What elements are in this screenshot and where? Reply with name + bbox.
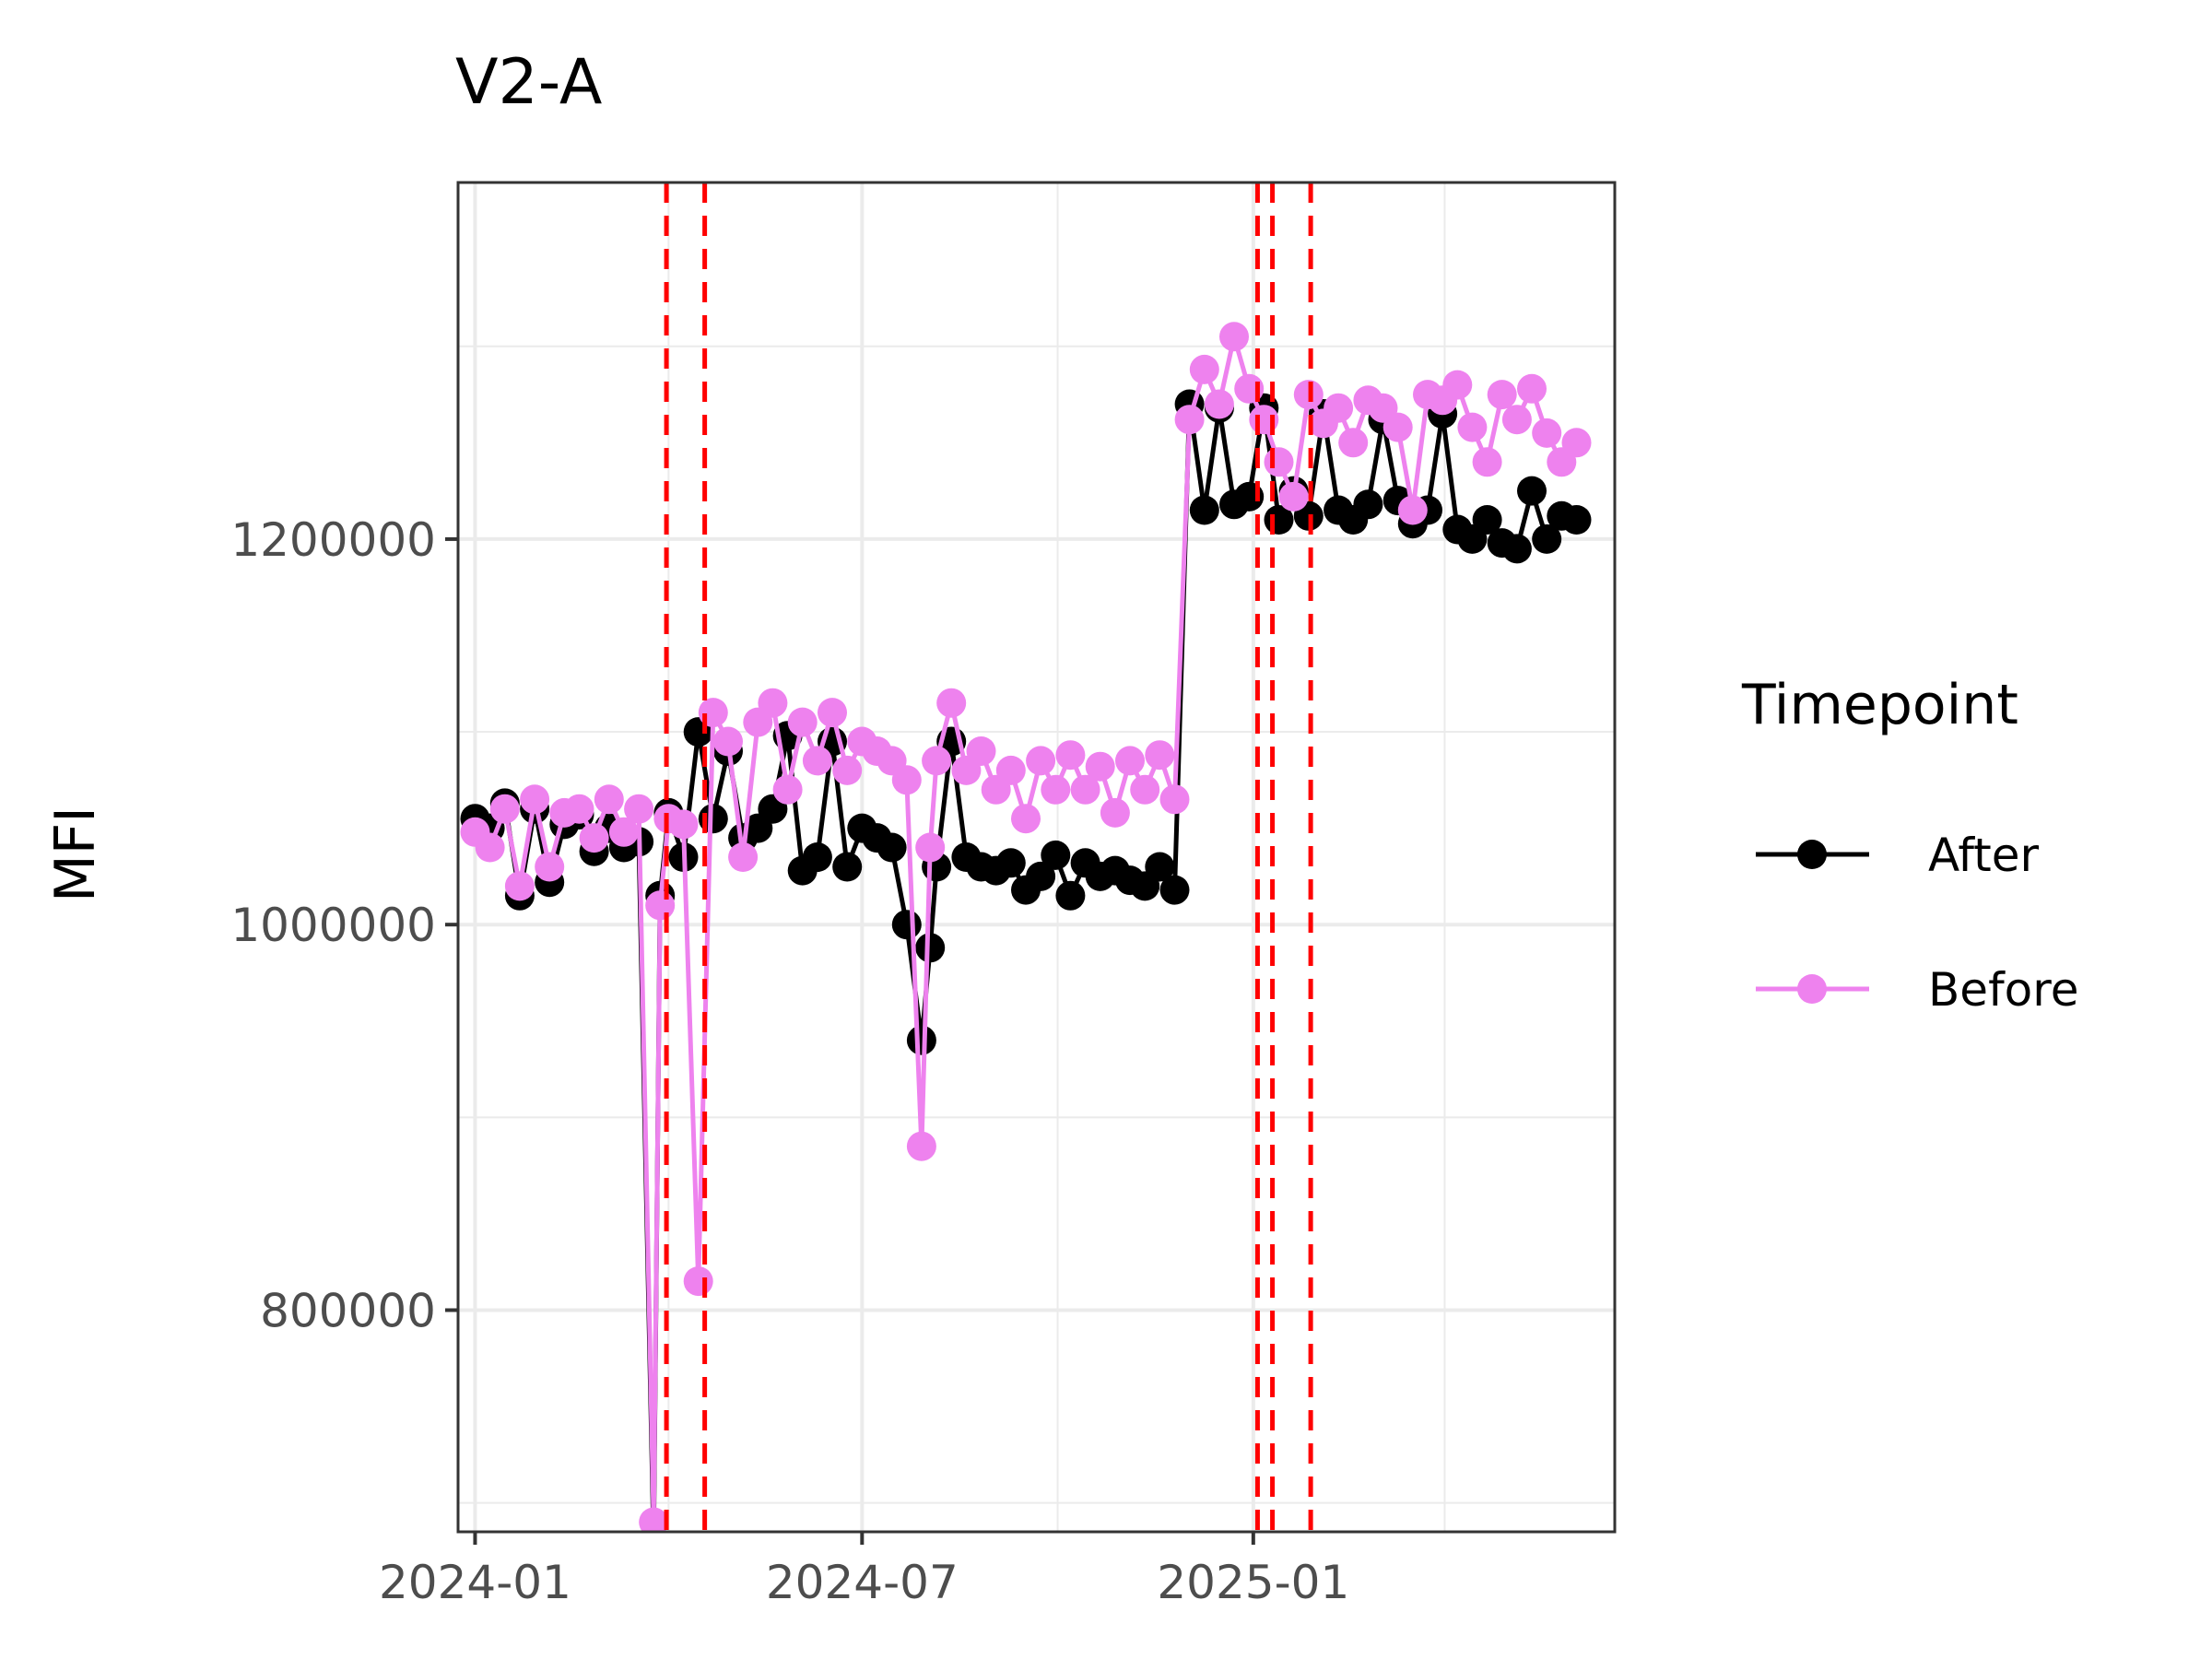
data-point-before — [668, 809, 699, 840]
data-point-before — [475, 832, 505, 863]
data-point-after — [802, 842, 832, 872]
data-point-before — [891, 765, 922, 795]
data-point-after — [1159, 875, 1190, 905]
data-point-before — [1174, 405, 1205, 435]
data-point-after — [1189, 495, 1219, 525]
y-tick-label: 1200000 — [230, 513, 436, 567]
data-point-before — [1041, 774, 1071, 805]
data-point-before — [624, 794, 654, 824]
data-point-after — [1472, 505, 1502, 535]
chart-title: V2-A — [455, 46, 602, 119]
data-point-before — [802, 746, 832, 776]
data-point-before — [535, 852, 565, 882]
data-point-before — [1338, 428, 1369, 458]
data-point-before — [966, 736, 996, 766]
data-point-before — [1130, 774, 1160, 805]
legend-key-point-before — [1797, 974, 1827, 1004]
data-point-before — [1517, 373, 1547, 404]
data-point-after — [1145, 852, 1175, 882]
data-point-before — [608, 817, 639, 847]
data-point-before — [1487, 380, 1517, 410]
data-point-before — [1055, 740, 1086, 771]
data-point-before — [922, 746, 952, 776]
data-point-after — [1055, 880, 1086, 911]
data-point-before — [1115, 746, 1145, 776]
data-point-before — [713, 726, 743, 757]
data-point-before — [1159, 784, 1190, 815]
x-tick-label: 2024-01 — [379, 1556, 571, 1609]
data-point-before — [906, 1131, 936, 1161]
x-tick-label: 2025-01 — [1157, 1556, 1349, 1609]
data-point-before — [520, 784, 550, 815]
data-point-before — [832, 755, 863, 785]
data-point-after — [1517, 476, 1547, 506]
data-point-before — [1501, 405, 1532, 435]
legend-label-before: Before — [1928, 963, 2078, 1017]
data-point-before — [683, 1266, 713, 1297]
data-point-before — [1472, 447, 1502, 477]
data-point-before — [1457, 412, 1488, 442]
data-point-before — [1264, 447, 1294, 477]
data-point-before — [1085, 751, 1115, 782]
data-point-before — [1100, 797, 1130, 828]
data-point-before — [579, 823, 609, 853]
y-tick-label: 1000000 — [230, 899, 436, 952]
data-point-after — [915, 933, 946, 963]
y-axis-title: MFI — [43, 806, 108, 902]
data-point-before — [594, 784, 624, 815]
data-point-before — [758, 688, 788, 718]
data-point-before — [818, 698, 847, 728]
data-point-before — [772, 774, 803, 805]
data-point-before — [639, 1507, 669, 1532]
data-point-after — [1041, 840, 1071, 870]
data-point-after — [891, 910, 922, 940]
panel-border — [456, 181, 1617, 1534]
data-point-before — [1561, 428, 1592, 458]
data-point-after — [877, 832, 907, 863]
data-point-before — [995, 755, 1026, 785]
data-point-before — [1145, 740, 1175, 771]
x-tick-label: 2024-07 — [766, 1556, 959, 1609]
data-point-after — [906, 1025, 936, 1055]
data-point-after — [1026, 861, 1056, 891]
data-point-after — [995, 848, 1026, 878]
data-point-before — [1397, 495, 1428, 525]
data-point-before — [915, 832, 946, 863]
data-point-before — [1382, 412, 1413, 442]
data-point-before — [1204, 389, 1234, 419]
data-point-before — [1070, 774, 1100, 805]
data-point-before — [1278, 481, 1309, 512]
data-point-before — [787, 707, 818, 737]
data-point-after — [1353, 489, 1383, 520]
data-point-before — [1219, 322, 1249, 352]
series-layer — [460, 322, 1592, 1532]
data-point-before — [1026, 746, 1056, 776]
data-point-before — [645, 890, 676, 921]
y-tick-label: 800000 — [260, 1284, 436, 1337]
data-point-before — [936, 688, 967, 718]
data-point-after — [1532, 524, 1562, 554]
plot-panel: 800000 1000000 1200000 2024-01 2024-07 2025-0… — [230, 181, 1617, 1609]
data-point-after — [1501, 534, 1532, 564]
legend: Timepoint After Before — [1741, 673, 2078, 1017]
data-point-after — [832, 852, 863, 882]
data-point-after — [1561, 505, 1592, 535]
data-point-before — [564, 794, 594, 824]
data-point-before — [1442, 370, 1473, 400]
data-point-before — [1189, 354, 1219, 384]
data-point-before — [1324, 393, 1354, 423]
data-point-before — [728, 842, 759, 872]
legend-key-point-after — [1797, 840, 1827, 869]
legend-title: Timepoint — [1741, 673, 2018, 737]
data-point-before — [489, 794, 520, 824]
legend-label-after: After — [1928, 829, 2040, 882]
data-point-before — [504, 871, 535, 901]
data-point-before — [1011, 804, 1041, 834]
data-point-before — [1532, 418, 1562, 448]
